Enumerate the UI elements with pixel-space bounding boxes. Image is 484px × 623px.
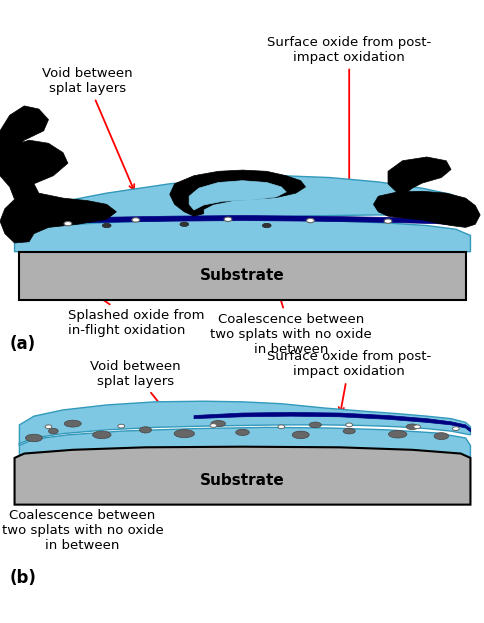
Polygon shape	[387, 157, 450, 193]
Ellipse shape	[277, 425, 284, 429]
Ellipse shape	[405, 424, 417, 430]
Polygon shape	[0, 140, 116, 243]
Ellipse shape	[262, 224, 271, 228]
Ellipse shape	[224, 217, 231, 222]
Ellipse shape	[309, 422, 320, 427]
Ellipse shape	[210, 424, 216, 427]
Ellipse shape	[291, 431, 309, 439]
Ellipse shape	[132, 217, 139, 222]
Ellipse shape	[64, 420, 81, 427]
Bar	[19, 252, 465, 300]
Text: Splashed oxide from
in-flight oxidation: Splashed oxide from in-flight oxidation	[38, 254, 204, 336]
Polygon shape	[19, 401, 469, 445]
Polygon shape	[194, 412, 469, 432]
Ellipse shape	[452, 427, 458, 430]
Text: Substrate: Substrate	[200, 473, 284, 488]
Ellipse shape	[174, 430, 194, 437]
Ellipse shape	[383, 219, 391, 223]
Ellipse shape	[45, 425, 52, 429]
Ellipse shape	[180, 222, 188, 226]
Text: Coalescence between
two splats with no oxide
in between: Coalescence between two splats with no o…	[210, 256, 371, 356]
Polygon shape	[169, 170, 305, 216]
Ellipse shape	[211, 421, 225, 427]
Polygon shape	[15, 447, 469, 505]
Text: Surface oxide from post-
impact oxidation: Surface oxide from post- impact oxidatio…	[267, 36, 430, 208]
Text: (a): (a)	[10, 335, 36, 353]
Text: Void between
splat layers: Void between splat layers	[42, 67, 134, 190]
Ellipse shape	[342, 429, 354, 434]
Text: Substrate: Substrate	[200, 269, 284, 283]
Polygon shape	[15, 219, 469, 252]
Text: Surface oxide from post-
impact oxidation: Surface oxide from post- impact oxidatio…	[267, 351, 430, 412]
Ellipse shape	[64, 222, 72, 226]
Ellipse shape	[48, 429, 58, 434]
Ellipse shape	[306, 218, 314, 222]
Ellipse shape	[345, 423, 352, 427]
Polygon shape	[0, 106, 48, 162]
Ellipse shape	[92, 431, 111, 439]
Ellipse shape	[102, 224, 111, 228]
Ellipse shape	[118, 424, 124, 428]
Ellipse shape	[139, 427, 151, 433]
Polygon shape	[373, 191, 479, 227]
Text: Void between
splat layers: Void between splat layers	[91, 360, 181, 412]
Ellipse shape	[413, 425, 420, 429]
Ellipse shape	[388, 430, 406, 438]
Ellipse shape	[433, 432, 448, 440]
Polygon shape	[24, 216, 465, 226]
Text: Coalescence between
two splats with no oxide
in between: Coalescence between two splats with no o…	[1, 463, 163, 553]
Text: (b): (b)	[10, 569, 36, 587]
Polygon shape	[24, 176, 469, 237]
Ellipse shape	[25, 434, 42, 442]
Polygon shape	[189, 181, 286, 210]
Polygon shape	[19, 427, 469, 458]
Ellipse shape	[235, 429, 249, 435]
